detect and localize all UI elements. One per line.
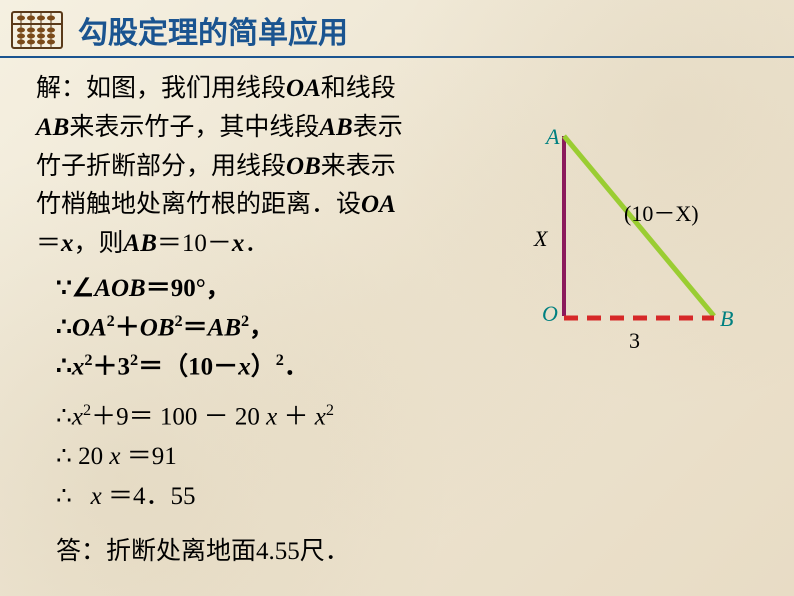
page-title: 勾股定理的简单应用 xyxy=(78,8,348,52)
text: ＋ xyxy=(115,314,140,341)
intro-line-1: 解：如图，我们用线段OA和线段 xyxy=(36,70,466,109)
math-line-4: x2＋9＝ 100 － 20 x ＋ x2 xyxy=(56,397,770,437)
text: ＋ xyxy=(277,403,315,430)
sq: 2 xyxy=(83,401,91,419)
abacus-icon xyxy=(10,10,64,50)
text: ． xyxy=(244,230,269,257)
therefore-icon xyxy=(56,314,72,341)
angle-aob: AOB xyxy=(94,275,145,302)
sq: 2 xyxy=(107,312,115,330)
text: 解：如图，我们用线段 xyxy=(36,75,286,102)
seg-oa: OA xyxy=(286,75,321,102)
seg-oa: OA xyxy=(361,191,396,218)
text: 来表示 xyxy=(321,153,396,180)
therefore-icon xyxy=(56,403,72,430)
text: ） xyxy=(251,353,276,380)
math-line-5: 20 x ＝91 xyxy=(56,437,770,477)
intro-line-3: 竹子折断部分，用线段OB来表示 xyxy=(36,148,466,187)
text: ∠ xyxy=(72,275,94,302)
text: 竹梢触地处离竹根的距离．设 xyxy=(36,191,361,218)
intro-line-4: 竹梢触地处离竹根的距离．设OA xyxy=(36,186,466,225)
var-x: x xyxy=(238,353,251,380)
sq: 2 xyxy=(175,312,183,330)
label-x: X xyxy=(533,226,549,251)
answer-line: 答：折断处离地面4.55尺． xyxy=(56,531,770,567)
text: ＝10－ xyxy=(157,230,232,257)
text: 20 xyxy=(78,443,109,470)
text: ＝91 xyxy=(121,443,177,470)
seg-ab: AB xyxy=(319,114,352,141)
text: ＝ xyxy=(183,314,208,341)
var-x: x xyxy=(315,403,326,430)
text: ， xyxy=(249,314,274,341)
text: ＋3 xyxy=(93,353,131,380)
var-x: x xyxy=(72,353,85,380)
text: ＋9＝ 100 － 20 xyxy=(91,403,266,430)
triangle-diagram: A O B X (10－X) 3 xyxy=(504,126,734,366)
sq: 2 xyxy=(130,351,138,369)
intro-line-5: ＝x，则AB＝10－x． xyxy=(36,225,466,264)
seg-ab: AB xyxy=(208,314,241,341)
text: ＝（10－ xyxy=(138,353,238,380)
side-ab xyxy=(564,136,714,316)
sq: 2 xyxy=(84,351,92,369)
text: ，则 xyxy=(74,230,124,257)
label-hyp: (10－X) xyxy=(624,201,699,226)
header: 勾股定理的简单应用 xyxy=(0,0,794,58)
text: ＝90°， xyxy=(146,275,231,302)
sq: 2 xyxy=(241,312,249,330)
label-o: O xyxy=(542,301,558,326)
text: ． xyxy=(284,353,309,380)
text: ＝ xyxy=(36,230,61,257)
content: 解：如图，我们用线段OA和线段 AB来表示竹子，其中线段AB表示 竹子折断部分，… xyxy=(0,58,794,567)
therefore-icon xyxy=(56,443,72,470)
text: 表示 xyxy=(353,114,403,141)
text: ＝4．55 xyxy=(102,483,196,510)
label-b: B xyxy=(720,306,733,331)
seg-ab: AB xyxy=(124,230,157,257)
text: 来表示竹子，其中线段 xyxy=(69,114,319,141)
therefore-icon xyxy=(56,353,72,380)
var-x: x xyxy=(266,403,277,430)
seg-ob: OB xyxy=(286,153,321,180)
var-x: x xyxy=(232,230,245,257)
seg-oa: OA xyxy=(72,314,107,341)
label-a: A xyxy=(544,126,560,149)
text: 竹子折断部分，用线段 xyxy=(36,153,286,180)
var-x: x xyxy=(109,443,120,470)
label-base: 3 xyxy=(629,328,640,353)
sq: 2 xyxy=(326,401,334,419)
sq: 2 xyxy=(276,351,284,369)
seg-ab: AB xyxy=(36,114,69,141)
because-icon xyxy=(56,275,72,302)
var-x: x xyxy=(61,230,74,257)
text: 和线段 xyxy=(321,75,396,102)
intro-line-2: AB来表示竹子，其中线段AB表示 xyxy=(36,109,466,148)
var-x: x xyxy=(91,483,102,510)
seg-ob: OB xyxy=(140,314,175,341)
var-x: x xyxy=(72,403,83,430)
math-line-6: x ＝4．55 xyxy=(56,477,770,517)
therefore-icon xyxy=(56,483,72,510)
